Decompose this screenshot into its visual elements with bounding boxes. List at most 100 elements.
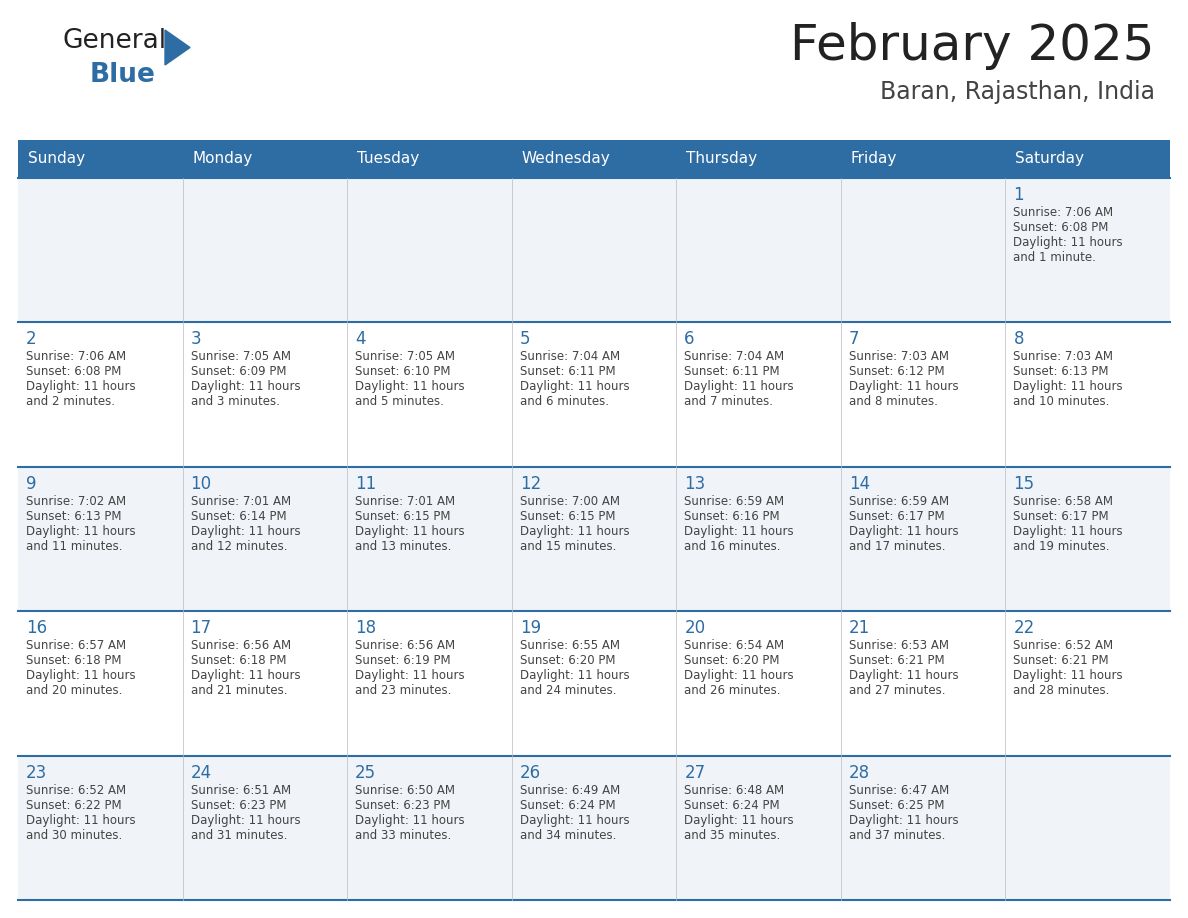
Text: Wednesday: Wednesday xyxy=(522,151,611,166)
Text: Sunrise: 6:49 AM: Sunrise: 6:49 AM xyxy=(519,784,620,797)
Text: Saturday: Saturday xyxy=(1016,151,1085,166)
Text: 19: 19 xyxy=(519,620,541,637)
Text: Sunset: 6:10 PM: Sunset: 6:10 PM xyxy=(355,365,450,378)
Text: Daylight: 11 hours: Daylight: 11 hours xyxy=(849,813,959,826)
Polygon shape xyxy=(165,30,190,65)
Text: Daylight: 11 hours: Daylight: 11 hours xyxy=(849,525,959,538)
Text: 11: 11 xyxy=(355,475,377,493)
Text: Daylight: 11 hours: Daylight: 11 hours xyxy=(190,380,301,394)
Text: 22: 22 xyxy=(1013,620,1035,637)
Text: Sunrise: 7:06 AM: Sunrise: 7:06 AM xyxy=(1013,206,1113,219)
Text: and 19 minutes.: and 19 minutes. xyxy=(1013,540,1110,553)
Text: 23: 23 xyxy=(26,764,48,781)
Text: and 1 minute.: and 1 minute. xyxy=(1013,251,1097,264)
Text: 13: 13 xyxy=(684,475,706,493)
Text: Sunset: 6:13 PM: Sunset: 6:13 PM xyxy=(26,509,121,522)
Text: and 33 minutes.: and 33 minutes. xyxy=(355,829,451,842)
Text: 15: 15 xyxy=(1013,475,1035,493)
Text: Sunrise: 6:52 AM: Sunrise: 6:52 AM xyxy=(1013,639,1113,652)
Text: Daylight: 11 hours: Daylight: 11 hours xyxy=(684,669,794,682)
Text: Daylight: 11 hours: Daylight: 11 hours xyxy=(519,669,630,682)
Bar xyxy=(18,466,1170,611)
Text: Sunset: 6:12 PM: Sunset: 6:12 PM xyxy=(849,365,944,378)
Text: Blue: Blue xyxy=(90,62,156,88)
Text: Daylight: 11 hours: Daylight: 11 hours xyxy=(355,380,465,394)
Text: Sunrise: 7:00 AM: Sunrise: 7:00 AM xyxy=(519,495,620,508)
Text: and 28 minutes.: and 28 minutes. xyxy=(1013,684,1110,697)
Text: Sunrise: 6:47 AM: Sunrise: 6:47 AM xyxy=(849,784,949,797)
Text: Sunrise: 6:51 AM: Sunrise: 6:51 AM xyxy=(190,784,291,797)
Text: and 21 minutes.: and 21 minutes. xyxy=(190,684,287,697)
Text: Sunset: 6:19 PM: Sunset: 6:19 PM xyxy=(355,655,450,667)
Text: Daylight: 11 hours: Daylight: 11 hours xyxy=(26,380,135,394)
Text: Daylight: 11 hours: Daylight: 11 hours xyxy=(26,813,135,826)
Text: Sunrise: 7:03 AM: Sunrise: 7:03 AM xyxy=(849,351,949,364)
Text: 7: 7 xyxy=(849,330,859,349)
Text: Sunrise: 6:48 AM: Sunrise: 6:48 AM xyxy=(684,784,784,797)
Text: Sunset: 6:25 PM: Sunset: 6:25 PM xyxy=(849,799,944,812)
Text: Sunrise: 7:05 AM: Sunrise: 7:05 AM xyxy=(190,351,291,364)
Text: 28: 28 xyxy=(849,764,870,781)
Text: Sunrise: 6:52 AM: Sunrise: 6:52 AM xyxy=(26,784,126,797)
Text: 26: 26 xyxy=(519,764,541,781)
Text: Sunset: 6:22 PM: Sunset: 6:22 PM xyxy=(26,799,121,812)
Text: Monday: Monday xyxy=(192,151,253,166)
Text: Daylight: 11 hours: Daylight: 11 hours xyxy=(519,813,630,826)
Text: and 6 minutes.: and 6 minutes. xyxy=(519,396,608,409)
Text: Sunset: 6:11 PM: Sunset: 6:11 PM xyxy=(519,365,615,378)
Bar xyxy=(18,140,1170,178)
Text: Sunset: 6:08 PM: Sunset: 6:08 PM xyxy=(26,365,121,378)
Text: Sunrise: 6:59 AM: Sunrise: 6:59 AM xyxy=(684,495,784,508)
Text: and 37 minutes.: and 37 minutes. xyxy=(849,829,946,842)
Text: Sunset: 6:17 PM: Sunset: 6:17 PM xyxy=(1013,509,1110,522)
Text: General: General xyxy=(62,28,166,54)
Text: Daylight: 11 hours: Daylight: 11 hours xyxy=(684,525,794,538)
Text: 20: 20 xyxy=(684,620,706,637)
Text: Daylight: 11 hours: Daylight: 11 hours xyxy=(1013,380,1123,394)
Text: February 2025: February 2025 xyxy=(790,22,1155,70)
Text: Daylight: 11 hours: Daylight: 11 hours xyxy=(519,380,630,394)
Text: Sunrise: 6:56 AM: Sunrise: 6:56 AM xyxy=(190,639,291,652)
Text: 21: 21 xyxy=(849,620,870,637)
Text: and 26 minutes.: and 26 minutes. xyxy=(684,684,781,697)
Text: Sunrise: 6:59 AM: Sunrise: 6:59 AM xyxy=(849,495,949,508)
Text: Thursday: Thursday xyxy=(687,151,758,166)
Text: and 11 minutes.: and 11 minutes. xyxy=(26,540,122,553)
Text: Sunset: 6:15 PM: Sunset: 6:15 PM xyxy=(355,509,450,522)
Text: and 7 minutes.: and 7 minutes. xyxy=(684,396,773,409)
Text: Sunset: 6:23 PM: Sunset: 6:23 PM xyxy=(355,799,450,812)
Text: Sunset: 6:21 PM: Sunset: 6:21 PM xyxy=(849,655,944,667)
Bar xyxy=(18,178,1170,322)
Text: and 27 minutes.: and 27 minutes. xyxy=(849,684,946,697)
Text: 8: 8 xyxy=(1013,330,1024,349)
Text: 5: 5 xyxy=(519,330,530,349)
Text: Sunset: 6:24 PM: Sunset: 6:24 PM xyxy=(519,799,615,812)
Text: Sunset: 6:14 PM: Sunset: 6:14 PM xyxy=(190,509,286,522)
Text: Sunset: 6:15 PM: Sunset: 6:15 PM xyxy=(519,509,615,522)
Text: Sunrise: 6:57 AM: Sunrise: 6:57 AM xyxy=(26,639,126,652)
Text: 25: 25 xyxy=(355,764,377,781)
Text: and 34 minutes.: and 34 minutes. xyxy=(519,829,617,842)
Text: Sunset: 6:11 PM: Sunset: 6:11 PM xyxy=(684,365,779,378)
Text: 10: 10 xyxy=(190,475,211,493)
Text: and 10 minutes.: and 10 minutes. xyxy=(1013,396,1110,409)
Text: and 8 minutes.: and 8 minutes. xyxy=(849,396,937,409)
Text: Daylight: 11 hours: Daylight: 11 hours xyxy=(190,669,301,682)
Text: Daylight: 11 hours: Daylight: 11 hours xyxy=(1013,236,1123,249)
Text: Friday: Friday xyxy=(851,151,897,166)
Text: Tuesday: Tuesday xyxy=(358,151,419,166)
Text: 3: 3 xyxy=(190,330,201,349)
Text: Sunday: Sunday xyxy=(29,151,86,166)
Text: 18: 18 xyxy=(355,620,377,637)
Text: and 35 minutes.: and 35 minutes. xyxy=(684,829,781,842)
Text: Sunrise: 7:04 AM: Sunrise: 7:04 AM xyxy=(684,351,784,364)
Text: Sunrise: 6:53 AM: Sunrise: 6:53 AM xyxy=(849,639,949,652)
Text: Baran, Rajasthan, India: Baran, Rajasthan, India xyxy=(880,80,1155,104)
Text: Sunrise: 7:01 AM: Sunrise: 7:01 AM xyxy=(190,495,291,508)
Text: and 3 minutes.: and 3 minutes. xyxy=(190,396,279,409)
Text: Sunset: 6:09 PM: Sunset: 6:09 PM xyxy=(190,365,286,378)
Text: Sunset: 6:23 PM: Sunset: 6:23 PM xyxy=(190,799,286,812)
Text: 16: 16 xyxy=(26,620,48,637)
Text: Sunrise: 6:55 AM: Sunrise: 6:55 AM xyxy=(519,639,620,652)
Text: Sunrise: 7:06 AM: Sunrise: 7:06 AM xyxy=(26,351,126,364)
